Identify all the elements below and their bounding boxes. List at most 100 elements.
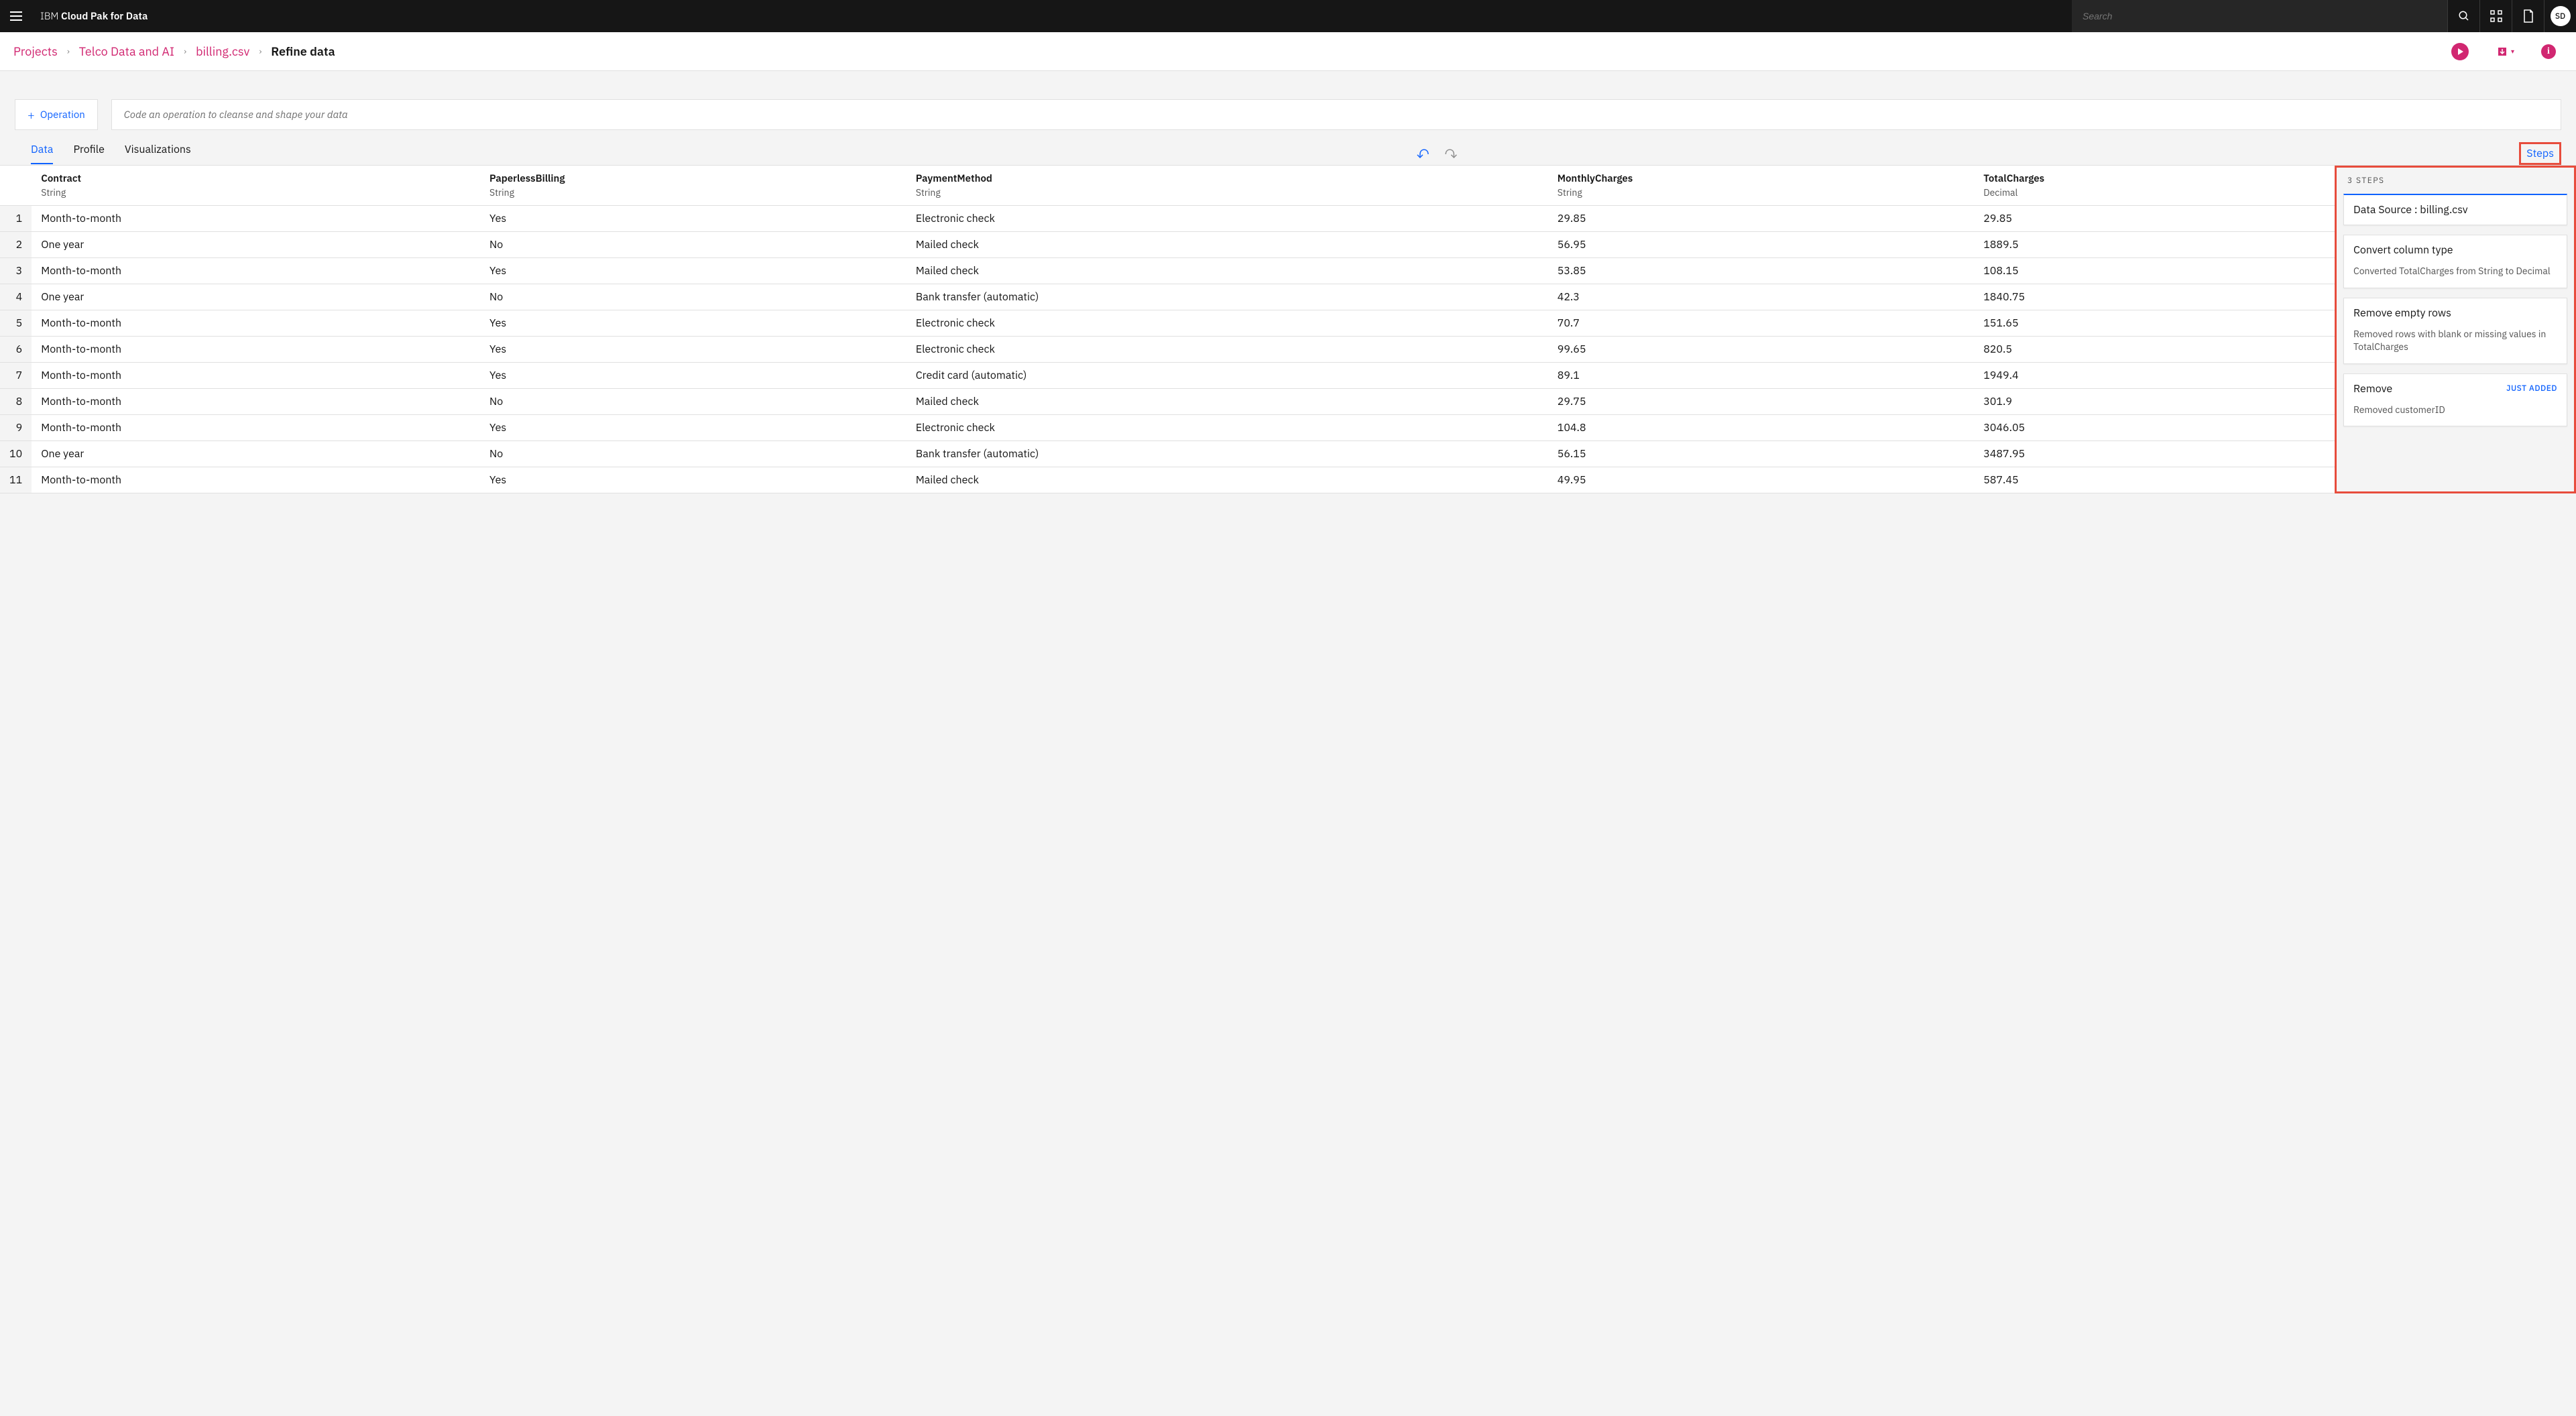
table-row[interactable]: 1Month-to-monthYesElectronic check29.852… xyxy=(0,206,2335,232)
table-cell[interactable]: Electronic check xyxy=(906,206,1548,232)
table-row[interactable]: 6Month-to-monthYesElectronic check99.658… xyxy=(0,337,2335,363)
table-cell[interactable]: 3046.05 xyxy=(1974,415,2335,441)
table-cell[interactable]: No xyxy=(480,441,906,467)
table-row[interactable]: 2One yearNoMailed check56.951889.5 xyxy=(0,232,2335,258)
table-cell[interactable]: 49.95 xyxy=(1548,467,1974,493)
step-data-source[interactable]: Data Source : billing.csv xyxy=(2343,194,2567,225)
table-cell[interactable]: Month-to-month xyxy=(32,337,480,363)
table-cell[interactable]: One year xyxy=(32,232,480,258)
table-cell[interactable]: Mailed check xyxy=(906,467,1548,493)
top-header: IBM Cloud Pak for Data SD xyxy=(0,0,2576,32)
apps-button[interactable] xyxy=(2479,0,2512,32)
table-cell[interactable]: Month-to-month xyxy=(32,389,480,415)
table-row[interactable]: 11Month-to-monthYesMailed check49.95587.… xyxy=(0,467,2335,493)
breadcrumb-projects[interactable]: Projects xyxy=(13,44,58,59)
table-cell[interactable]: 108.15 xyxy=(1974,258,2335,284)
table-cell[interactable]: 104.8 xyxy=(1548,415,1974,441)
table-cell[interactable]: Month-to-month xyxy=(32,206,480,232)
breadcrumb-project[interactable]: Telco Data and AI xyxy=(79,44,174,59)
table-cell[interactable]: Bank transfer (automatic) xyxy=(906,284,1548,310)
table-cell[interactable]: Month-to-month xyxy=(32,258,480,284)
table-cell[interactable]: Yes xyxy=(480,310,906,337)
table-cell[interactable]: One year xyxy=(32,284,480,310)
table-cell[interactable]: No xyxy=(480,284,906,310)
document-button[interactable] xyxy=(2512,0,2544,32)
col-header-payment[interactable]: PaymentMethodString xyxy=(906,166,1548,206)
table-row[interactable]: 5Month-to-monthYesElectronic check70.715… xyxy=(0,310,2335,337)
table-cell[interactable]: 29.85 xyxy=(1974,206,2335,232)
tab-data[interactable]: Data xyxy=(31,143,53,164)
table-cell[interactable]: No xyxy=(480,232,906,258)
table-row[interactable]: 10One yearNoBank transfer (automatic)56.… xyxy=(0,441,2335,467)
code-operation-input[interactable]: Code an operation to cleanse and shape y… xyxy=(111,99,2561,130)
table-cell[interactable]: Mailed check xyxy=(906,258,1548,284)
table-cell[interactable]: Month-to-month xyxy=(32,467,480,493)
table-cell[interactable]: Month-to-month xyxy=(32,363,480,389)
table-cell[interactable]: Yes xyxy=(480,206,906,232)
table-cell[interactable]: 89.1 xyxy=(1548,363,1974,389)
table-cell[interactable]: 820.5 xyxy=(1974,337,2335,363)
table-cell[interactable]: 587.45 xyxy=(1974,467,2335,493)
table-row[interactable]: 8Month-to-monthNoMailed check29.75301.9 xyxy=(0,389,2335,415)
search-area[interactable] xyxy=(2072,0,2447,32)
export-button[interactable]: ▾ xyxy=(2496,45,2514,58)
table-cell[interactable]: One year xyxy=(32,441,480,467)
table-cell[interactable]: 99.65 xyxy=(1548,337,1974,363)
table-cell[interactable]: 56.95 xyxy=(1548,232,1974,258)
table-cell[interactable]: 301.9 xyxy=(1974,389,2335,415)
table-cell[interactable]: Month-to-month xyxy=(32,310,480,337)
table-row[interactable]: 7Month-to-monthYesCredit card (automatic… xyxy=(0,363,2335,389)
step-card[interactable]: RemoveJUST ADDEDRemoved customerID xyxy=(2343,373,2567,427)
table-cell[interactable]: 70.7 xyxy=(1548,310,1974,337)
undo-button[interactable]: ↶ xyxy=(1417,144,1429,164)
table-cell[interactable]: 56.15 xyxy=(1548,441,1974,467)
row-number: 10 xyxy=(0,441,32,467)
table-cell[interactable]: Mailed check xyxy=(906,389,1548,415)
table-row[interactable]: 9Month-to-monthYesElectronic check104.83… xyxy=(0,415,2335,441)
table-cell[interactable]: 1889.5 xyxy=(1974,232,2335,258)
table-cell[interactable]: Bank transfer (automatic) xyxy=(906,441,1548,467)
table-cell[interactable]: 29.75 xyxy=(1548,389,1974,415)
col-header-monthly[interactable]: MonthlyChargesString xyxy=(1548,166,1974,206)
breadcrumb-file[interactable]: billing.csv xyxy=(196,44,249,59)
avatar-button[interactable]: SD xyxy=(2544,0,2576,32)
table-cell[interactable]: Electronic check xyxy=(906,337,1548,363)
step-card[interactable]: Convert column typeConverted TotalCharge… xyxy=(2343,235,2567,288)
col-header-paperless[interactable]: PaperlessBillingString xyxy=(480,166,906,206)
table-cell[interactable]: 1840.75 xyxy=(1974,284,2335,310)
plus-icon: + xyxy=(27,107,35,123)
table-cell[interactable]: Yes xyxy=(480,258,906,284)
col-header-total[interactable]: TotalChargesDecimal xyxy=(1974,166,2335,206)
table-cell[interactable]: Electronic check xyxy=(906,415,1548,441)
run-button[interactable] xyxy=(2451,43,2469,60)
table-cell[interactable]: 1949.4 xyxy=(1974,363,2335,389)
steps-toggle-button[interactable]: Steps xyxy=(2526,147,2554,160)
step-card[interactable]: Remove empty rowsRemoved rows with blank… xyxy=(2343,298,2567,364)
table-cell[interactable]: Yes xyxy=(480,363,906,389)
table-cell[interactable]: 3487.95 xyxy=(1974,441,2335,467)
col-header-contract[interactable]: ContractString xyxy=(32,166,480,206)
table-cell[interactable]: Month-to-month xyxy=(32,415,480,441)
tab-visualizations[interactable]: Visualizations xyxy=(125,143,191,164)
operation-button-label: Operation xyxy=(40,109,85,121)
table-cell[interactable]: Credit card (automatic) xyxy=(906,363,1548,389)
table-area: ContractString PaperlessBillingString Pa… xyxy=(0,166,2335,493)
table-cell[interactable]: Yes xyxy=(480,467,906,493)
table-cell[interactable]: 29.85 xyxy=(1548,206,1974,232)
table-cell[interactable]: 53.85 xyxy=(1548,258,1974,284)
tab-profile[interactable]: Profile xyxy=(73,143,104,164)
table-cell[interactable]: 42.3 xyxy=(1548,284,1974,310)
hamburger-menu[interactable] xyxy=(0,0,32,32)
table-cell[interactable]: No xyxy=(480,389,906,415)
search-button[interactable] xyxy=(2447,0,2479,32)
table-cell[interactable]: Yes xyxy=(480,415,906,441)
table-cell[interactable]: Mailed check xyxy=(906,232,1548,258)
search-input[interactable] xyxy=(2083,11,2437,21)
table-cell[interactable]: 151.65 xyxy=(1974,310,2335,337)
table-cell[interactable]: Electronic check xyxy=(906,310,1548,337)
table-cell[interactable]: Yes xyxy=(480,337,906,363)
operation-button[interactable]: + Operation xyxy=(15,99,98,130)
table-row[interactable]: 4One yearNoBank transfer (automatic)42.3… xyxy=(0,284,2335,310)
table-row[interactable]: 3Month-to-monthYesMailed check53.85108.1… xyxy=(0,258,2335,284)
info-button[interactable]: i xyxy=(2541,44,2556,59)
